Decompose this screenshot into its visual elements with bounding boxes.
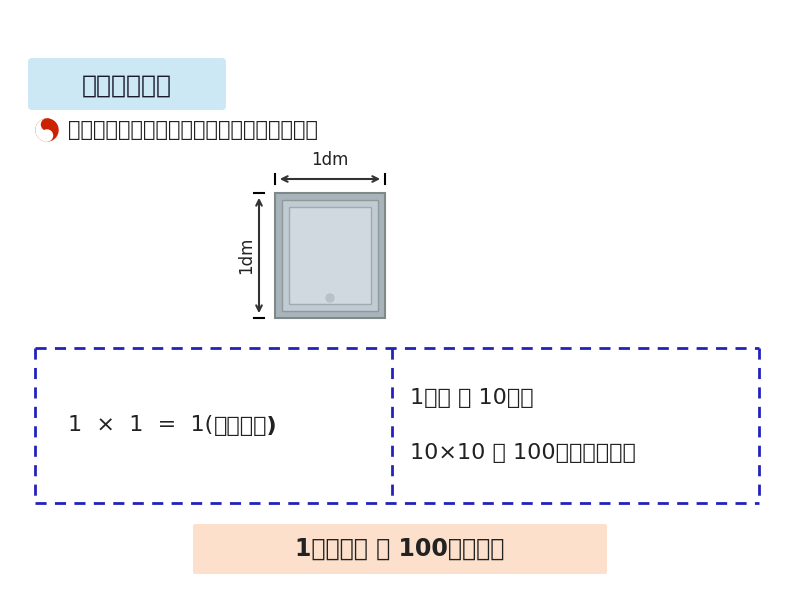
Text: 1平方分米 ＝ 100平方厘米: 1平方分米 ＝ 100平方厘米 xyxy=(295,537,505,561)
Text: 10×10 ＝ 100（平方厘米）: 10×10 ＝ 100（平方厘米） xyxy=(410,443,636,463)
Circle shape xyxy=(41,119,52,130)
FancyBboxPatch shape xyxy=(275,193,385,318)
Text: 二、合作探究: 二、合作探究 xyxy=(82,74,172,98)
FancyBboxPatch shape xyxy=(193,524,607,574)
Circle shape xyxy=(36,119,58,141)
FancyBboxPatch shape xyxy=(282,200,378,311)
Text: 1dm: 1dm xyxy=(237,237,255,274)
FancyBboxPatch shape xyxy=(28,58,226,110)
Circle shape xyxy=(326,294,334,302)
Text: 1分米 ＝ 10厘米: 1分米 ＝ 10厘米 xyxy=(410,388,534,408)
Text: 平方分米): 平方分米) xyxy=(214,415,277,436)
Text: 1  ×  1  =  1(: 1 × 1 = 1( xyxy=(68,415,214,436)
Text: 开关的面积是多少平方分米？多少平方厘米？: 开关的面积是多少平方分米？多少平方厘米？ xyxy=(68,120,318,140)
Polygon shape xyxy=(36,119,47,141)
Circle shape xyxy=(41,130,52,141)
FancyBboxPatch shape xyxy=(289,207,371,304)
Text: 1dm: 1dm xyxy=(311,151,349,169)
